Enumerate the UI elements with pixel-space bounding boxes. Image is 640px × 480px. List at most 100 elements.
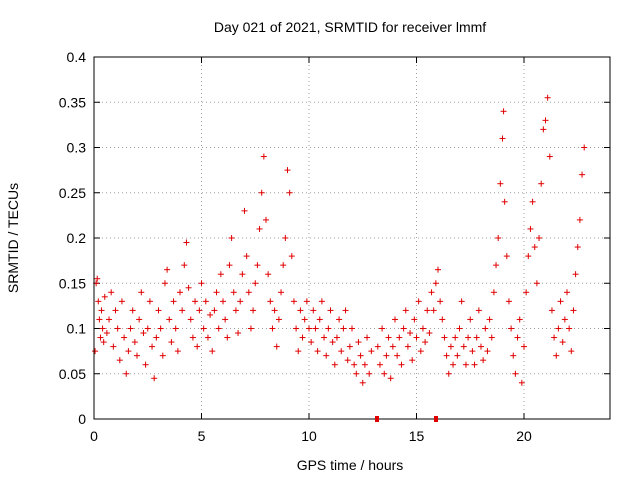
data-point <box>518 379 525 386</box>
data-point <box>512 370 519 377</box>
data-point <box>385 334 392 341</box>
x-tick-label: 5 <box>198 428 206 444</box>
data-point <box>407 330 414 337</box>
data-point <box>374 343 381 350</box>
data-point <box>200 325 207 332</box>
data-point <box>366 370 373 377</box>
data-point <box>402 307 409 314</box>
data-point <box>100 339 107 346</box>
data-point <box>138 289 145 296</box>
data-point <box>475 307 482 314</box>
data-point <box>542 117 549 124</box>
data-point <box>413 334 420 341</box>
data-point <box>529 198 536 205</box>
data-point <box>299 334 306 341</box>
y-tick-label: 0.15 <box>59 275 86 291</box>
data-point <box>174 348 181 355</box>
data-point <box>340 325 347 332</box>
y-tick-label: 0.35 <box>59 94 86 110</box>
data-point <box>450 361 457 368</box>
data-point <box>342 307 349 314</box>
data-point <box>471 361 478 368</box>
data-point <box>361 361 368 368</box>
x-tick-label: 10 <box>301 428 317 444</box>
data-point <box>306 325 312 332</box>
y-tick-label: 0.2 <box>67 230 87 246</box>
data-point <box>134 352 140 359</box>
data-point <box>376 361 383 368</box>
data-point <box>521 343 527 350</box>
data-point <box>235 330 242 337</box>
data-point <box>316 316 323 323</box>
data-point <box>480 357 487 364</box>
data-point <box>98 307 105 314</box>
data-point <box>516 316 523 323</box>
data-point <box>579 171 586 178</box>
data-point <box>295 348 302 355</box>
data-point <box>308 339 315 346</box>
data-point <box>129 307 136 314</box>
data-point <box>207 311 214 318</box>
x-tick-label: 15 <box>409 428 425 444</box>
data-point <box>329 339 336 346</box>
data-point <box>417 348 424 355</box>
data-point <box>435 266 441 273</box>
data-point <box>536 235 543 241</box>
data-point <box>282 235 289 241</box>
data-point <box>159 352 166 359</box>
data-point <box>220 298 226 305</box>
data-point <box>323 352 330 359</box>
data-point <box>118 298 125 305</box>
data-point <box>241 207 248 214</box>
data-point <box>217 271 224 278</box>
data-point <box>215 325 222 332</box>
chart-title: Day 021 of 2021, SRMTID for receiver lmm… <box>214 19 486 35</box>
data-point <box>400 325 407 332</box>
data-point <box>286 189 293 196</box>
data-point <box>398 361 405 368</box>
data-point <box>95 298 102 305</box>
data-point <box>392 316 398 323</box>
data-point <box>189 334 196 341</box>
data-point <box>336 316 343 323</box>
data-point <box>179 307 186 314</box>
data-point <box>243 253 250 260</box>
data-point <box>237 298 244 305</box>
data-point <box>314 348 321 355</box>
data-point <box>260 153 267 160</box>
data-point <box>144 325 151 332</box>
data-point <box>445 370 452 377</box>
data-point <box>488 334 495 341</box>
data-point <box>540 126 547 133</box>
data-point <box>482 325 489 332</box>
data-point <box>140 330 147 337</box>
data-point <box>426 330 433 337</box>
data-point <box>331 361 338 368</box>
data-point <box>312 325 319 332</box>
data-point <box>136 316 143 323</box>
data-point <box>185 284 192 291</box>
data-point <box>510 352 517 359</box>
data-point <box>172 325 179 332</box>
data-point <box>245 289 252 296</box>
data-point <box>454 352 461 359</box>
data-point <box>284 167 291 174</box>
data-point <box>441 334 448 341</box>
data-point <box>411 316 418 323</box>
data-point <box>318 298 325 305</box>
y-tick-label: 0.3 <box>67 140 87 156</box>
data-point <box>338 348 345 355</box>
data-point <box>232 307 239 314</box>
y-tick-label: 0 <box>78 411 86 427</box>
data-point <box>415 298 422 305</box>
data-point <box>493 262 500 269</box>
data-point <box>422 339 429 346</box>
data-point <box>478 343 484 350</box>
data-point <box>196 307 203 314</box>
data-point <box>106 316 113 323</box>
data-point <box>544 94 551 101</box>
data-point <box>297 307 304 314</box>
data-point <box>381 370 388 377</box>
data-point <box>310 307 317 314</box>
